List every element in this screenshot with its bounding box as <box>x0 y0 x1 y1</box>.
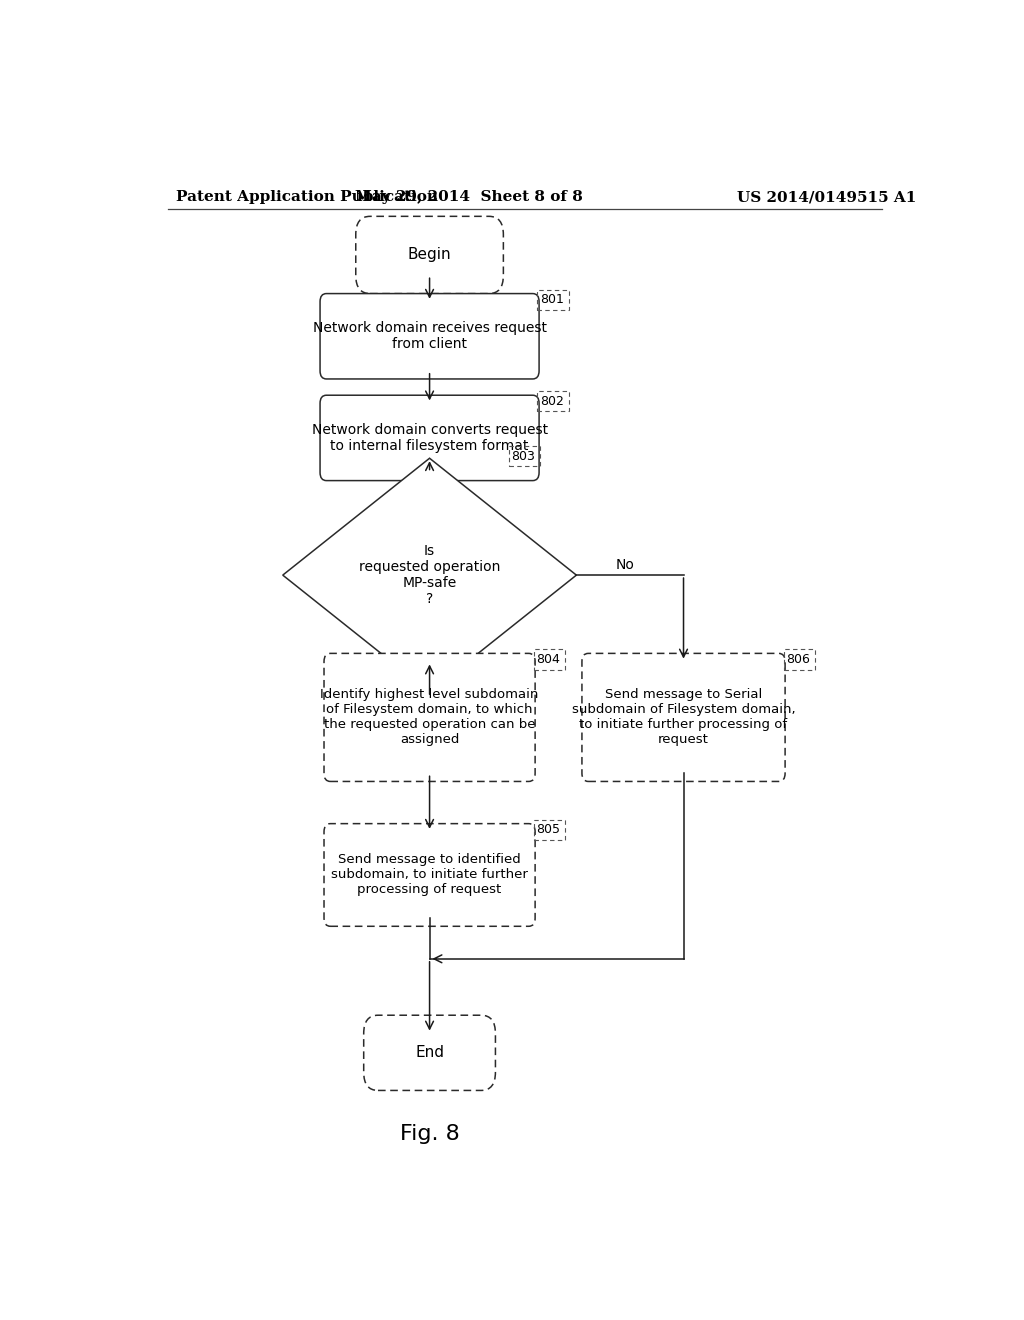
Text: Network domain receives request
from client: Network domain receives request from cli… <box>312 321 547 351</box>
FancyBboxPatch shape <box>321 395 539 480</box>
FancyBboxPatch shape <box>324 653 536 781</box>
Text: Yes: Yes <box>434 710 457 725</box>
Text: 805: 805 <box>536 824 560 837</box>
FancyBboxPatch shape <box>582 653 785 781</box>
Text: Is
requested operation
MP-safe
?: Is requested operation MP-safe ? <box>358 544 501 606</box>
Text: 802: 802 <box>540 395 564 408</box>
Text: May 29, 2014  Sheet 8 of 8: May 29, 2014 Sheet 8 of 8 <box>355 190 584 205</box>
Text: Send message to Serial
subdomain of Filesystem domain,
to initiate further proce: Send message to Serial subdomain of File… <box>571 689 796 746</box>
Text: Identify highest level subdomain
of Filesystem domain, to which
the requested op: Identify highest level subdomain of File… <box>321 689 539 746</box>
Text: 801: 801 <box>540 293 564 306</box>
Text: 804: 804 <box>536 653 560 667</box>
FancyBboxPatch shape <box>364 1015 496 1090</box>
FancyBboxPatch shape <box>355 216 504 293</box>
Text: End: End <box>415 1045 444 1060</box>
Text: Network domain converts request
to internal filesystem format: Network domain converts request to inter… <box>311 422 548 453</box>
Text: Fig. 8: Fig. 8 <box>399 1125 460 1144</box>
Text: Send message to identified
subdomain, to initiate further
processing of request: Send message to identified subdomain, to… <box>331 854 528 896</box>
Text: Begin: Begin <box>408 247 452 263</box>
Text: 806: 806 <box>785 653 810 667</box>
FancyBboxPatch shape <box>324 824 536 927</box>
Polygon shape <box>283 458 577 692</box>
Text: Patent Application Publication: Patent Application Publication <box>176 190 437 205</box>
FancyBboxPatch shape <box>321 293 539 379</box>
Text: US 2014/0149515 A1: US 2014/0149515 A1 <box>736 190 916 205</box>
Text: 803: 803 <box>511 450 535 463</box>
Text: No: No <box>616 558 635 572</box>
